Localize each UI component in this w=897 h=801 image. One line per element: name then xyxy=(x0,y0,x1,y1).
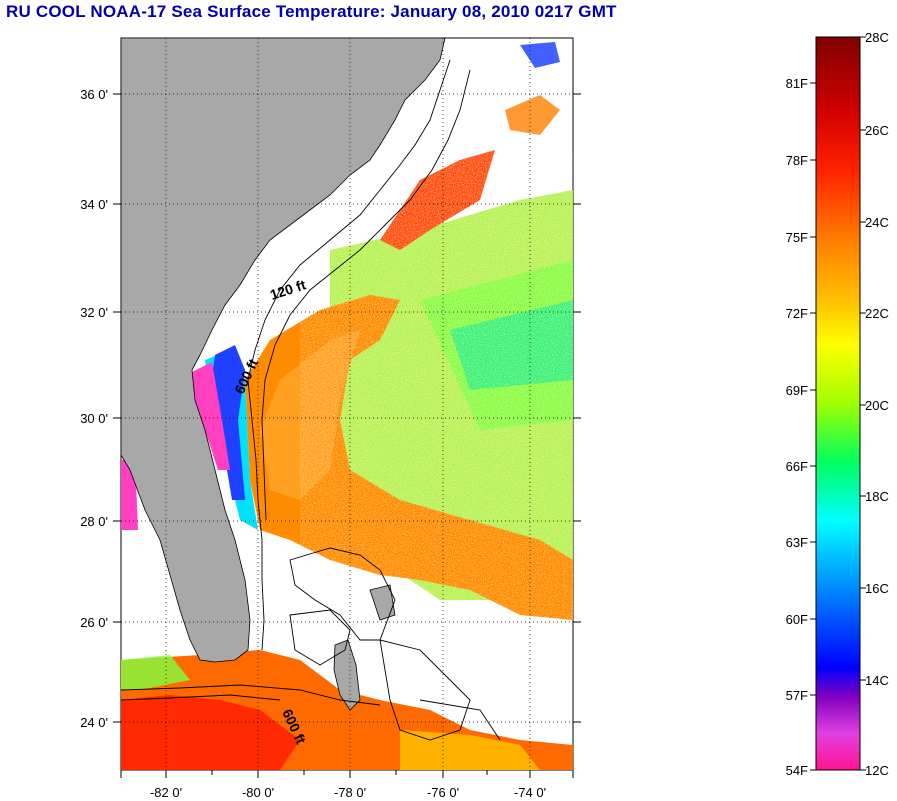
colorbar-f-label: 57F xyxy=(786,688,808,703)
colorbar-c-label: 28C xyxy=(865,30,889,45)
lat-label: 28 0' xyxy=(80,514,108,529)
latitude-labels: 36 0' 34 0' 32 0' 30 0' 28 0' 26 0' 24 0… xyxy=(80,87,108,730)
colorbar-f-label: 72F xyxy=(786,306,808,321)
lon-label: -78 0' xyxy=(334,785,366,800)
colorbar-f-label: 69F xyxy=(786,383,808,398)
colorbar-c-label: 22C xyxy=(865,306,889,321)
colorbar-f-label: 66F xyxy=(786,459,808,474)
longitude-labels: -82 0' -80 0' -78 0' -76 0' -74 0' xyxy=(150,785,546,800)
lon-label: -82 0' xyxy=(150,785,182,800)
lat-label: 36 0' xyxy=(80,87,108,102)
colorbar-c-label: 18C xyxy=(865,489,889,504)
colorbar-c-label: 12C xyxy=(865,763,889,778)
land-mass xyxy=(121,38,446,711)
lon-label: -76 0' xyxy=(427,785,459,800)
sst-field xyxy=(121,42,573,770)
map-title: RU COOL NOAA-17 Sea Surface Temperature:… xyxy=(6,2,617,21)
colorbar-c-label: 14C xyxy=(865,673,889,688)
colorbar-c-label: 26C xyxy=(865,123,889,138)
map-grid xyxy=(121,38,573,770)
colorbar-f-label: 75F xyxy=(786,230,808,245)
lat-label: 26 0' xyxy=(80,615,108,630)
lat-label: 30 0' xyxy=(80,411,108,426)
colorbar-c-label: 16C xyxy=(865,581,889,596)
lat-label: 34 0' xyxy=(80,197,108,212)
lon-label: -74 0' xyxy=(514,785,546,800)
temperature-colorbar: 81F 78F 75F 72F 69F 66F 63F 60F 57F 54F … xyxy=(786,30,889,778)
colorbar-gradient xyxy=(815,36,861,771)
colorbar-f-label: 81F xyxy=(786,76,808,91)
colorbar-f-label: 63F xyxy=(786,535,808,550)
colorbar-c-label: 24C xyxy=(865,215,889,230)
colorbar-f-label: 54F xyxy=(786,763,808,778)
colorbar-c-label: 20C xyxy=(865,398,889,413)
lat-label: 24 0' xyxy=(80,715,108,730)
lat-label: 32 0' xyxy=(80,305,108,320)
lon-label: -80 0' xyxy=(242,785,274,800)
colorbar-f-label: 78F xyxy=(786,153,808,168)
frame-ticks xyxy=(113,93,581,778)
colorbar-f-label: 60F xyxy=(786,612,808,627)
